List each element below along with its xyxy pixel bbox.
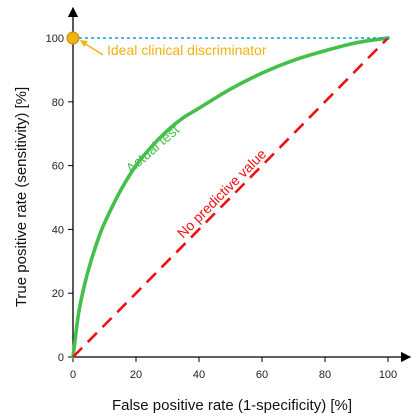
- actual-test-label: Actual test: [122, 121, 182, 176]
- y-tick-label: 100: [46, 33, 64, 45]
- actual-test-line: [71, 36, 390, 359]
- y-tick-label: 40: [52, 224, 64, 236]
- y-tick-label: 80: [52, 97, 64, 109]
- ideal-point-marker: [66, 31, 80, 45]
- y-axis-title: True positive rate (sensitivity) [%]: [13, 87, 30, 307]
- ideal-annotation-arrowhead: [80, 40, 88, 47]
- y-tick-label: 20: [52, 288, 64, 300]
- plot-area: [66, 31, 390, 359]
- y-tick-label: 0: [58, 352, 64, 364]
- ideal-annotation-label: Ideal clinical discriminator: [107, 42, 267, 58]
- no-predictive-value-label: No predictive value: [174, 145, 270, 241]
- x-tick-label: 20: [130, 369, 142, 381]
- x-tick-label: 40: [193, 369, 205, 381]
- axes: 0 20 40 60 80 100 0 20 40 60 80 100: [46, 6, 412, 381]
- no-predictive-value-line: [72, 37, 389, 358]
- x-tick-label: 80: [319, 369, 331, 381]
- x-tick-label: 0: [70, 369, 76, 381]
- x-axis-title: False positive rate (1-specificity) [%]: [112, 397, 352, 414]
- x-tick-label: 60: [256, 369, 268, 381]
- y-tick-label: 60: [52, 161, 64, 173]
- x-tick-label: 100: [379, 369, 397, 381]
- ideal-annotation-leader: [83, 42, 104, 56]
